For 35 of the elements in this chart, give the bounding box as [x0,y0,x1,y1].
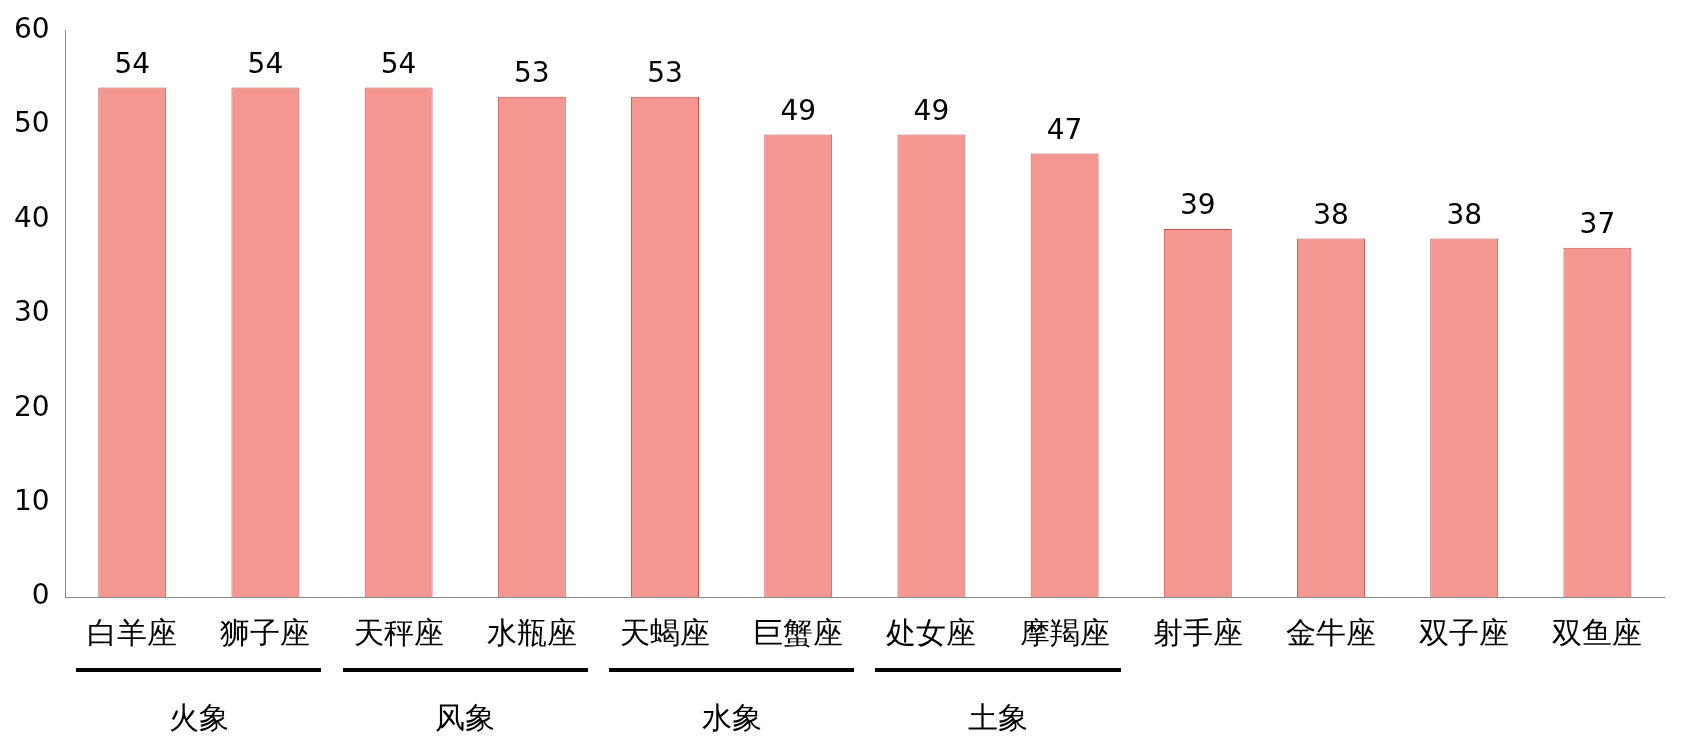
data-label: 54 [380,46,417,80]
x-tick-label: 巨蟹座 [753,614,844,650]
x-tick-label: 摩羯座 [1019,614,1110,650]
y-tick-label: 60 [13,12,50,46]
y-tick-label: 20 [13,389,50,423]
x-tick-label: 狮子座 [220,614,311,650]
data-label: 49 [913,93,950,127]
x-tick-label: 天秤座 [353,614,444,650]
text: 土象 [967,699,1029,737]
data-label: 38 [1446,197,1483,231]
y-tick-label: 50 [13,106,50,140]
x-tick-label: 双鱼座 [1552,614,1643,650]
data-label: 47 [1046,112,1083,146]
data-label: 53 [514,56,550,90]
x-tick-label: 水瓶座 [486,614,577,650]
x-tick-label: 白羊座 [87,614,178,650]
text: 水象 [700,699,763,737]
x-tick-label: 双子座 [1419,614,1510,650]
text: 风象 [434,699,497,737]
data-label: 49 [780,93,817,127]
data-label: 54 [114,46,151,80]
y-tick-label: 0 [31,578,50,612]
x-tick-label: 处女座 [886,614,977,650]
data-label: 39 [1179,188,1216,222]
data-label: 38 [1313,197,1349,231]
y-tick-label: 30 [13,295,50,329]
x-tick-label: 天蝎座 [620,614,711,650]
x-tick-label: 金牛座 [1286,614,1377,650]
y-tick-label: 10 [13,483,50,517]
data-label: 37 [1579,207,1616,241]
data-label: 53 [647,56,683,90]
y-tick-label: 40 [13,200,50,234]
text: 火象 [167,699,230,737]
data-label: 54 [247,46,284,80]
x-tick-label: 射手座 [1152,614,1243,650]
